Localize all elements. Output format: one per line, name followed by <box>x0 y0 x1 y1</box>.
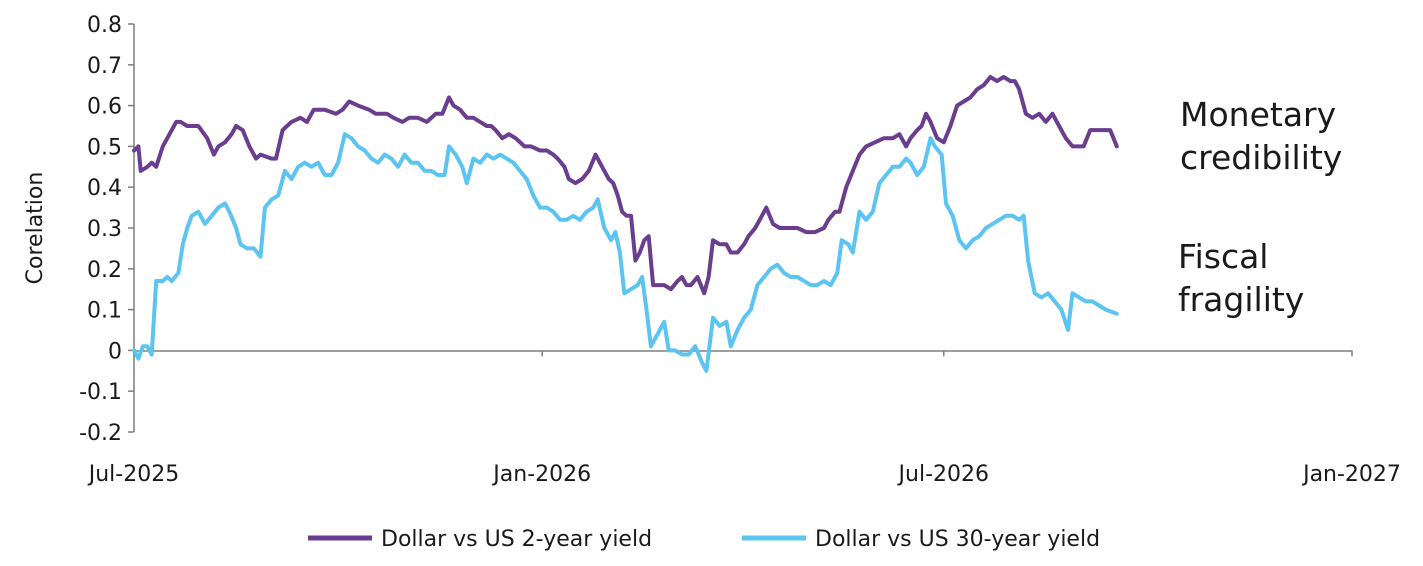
y-axis-title: Corelation <box>23 172 48 285</box>
y-tick-label: 0.6 <box>87 95 122 120</box>
y-tick-label: -0.2 <box>79 421 122 446</box>
x-tick-label: Jan-2026 <box>491 462 591 487</box>
y-tick-label: 0.7 <box>87 54 122 79</box>
annotation-fiscal-line-1: Fiscal <box>1178 237 1268 276</box>
annotation-monetary-line-1: Monetary <box>1180 95 1336 134</box>
y-tick-label: 0.2 <box>87 258 122 283</box>
series-line-30yr <box>132 132 1119 373</box>
annotation-fiscal-fragility: Fiscal fragility <box>1178 237 1304 319</box>
y-tick-label: 0.3 <box>87 217 122 242</box>
annotation-fiscal-line-2: fragility <box>1178 280 1304 319</box>
y-tick-label: -0.1 <box>79 380 122 405</box>
x-axis-ticks: Jul-2025 Jan-2026 Jul-2026 Jan-2027 <box>87 350 1401 487</box>
legend-label-30yr: Dollar vs US 30-year yield <box>815 527 1100 552</box>
y-tick-label: 0.4 <box>87 176 122 201</box>
y-tick-label: 0.8 <box>87 13 122 38</box>
y-axis-ticks: 0.8 0.7 0.6 0.5 0.4 0.3 0.2 0.1 0 -0.1 -0.2 <box>79 13 134 446</box>
annotation-monetary-line-2: credibility <box>1180 138 1342 177</box>
y-tick-label: 0.1 <box>87 299 122 324</box>
legend-label-2yr: Dollar vs US 2-year yield <box>381 527 652 552</box>
annotation-monetary-credibility: Monetary credibility <box>1180 95 1347 177</box>
y-tick-label: 0 <box>108 339 122 364</box>
x-tick-label: Jan-2027 <box>1301 462 1401 487</box>
legend: Dollar vs US 2-year yield Dollar vs US 3… <box>308 527 1100 552</box>
x-tick-label: Jul-2025 <box>87 462 179 487</box>
series-line-2yr <box>132 75 1119 296</box>
y-tick-label: 0.5 <box>87 135 122 160</box>
series-layer <box>132 75 1119 373</box>
x-tick-label: Jul-2026 <box>897 462 989 487</box>
